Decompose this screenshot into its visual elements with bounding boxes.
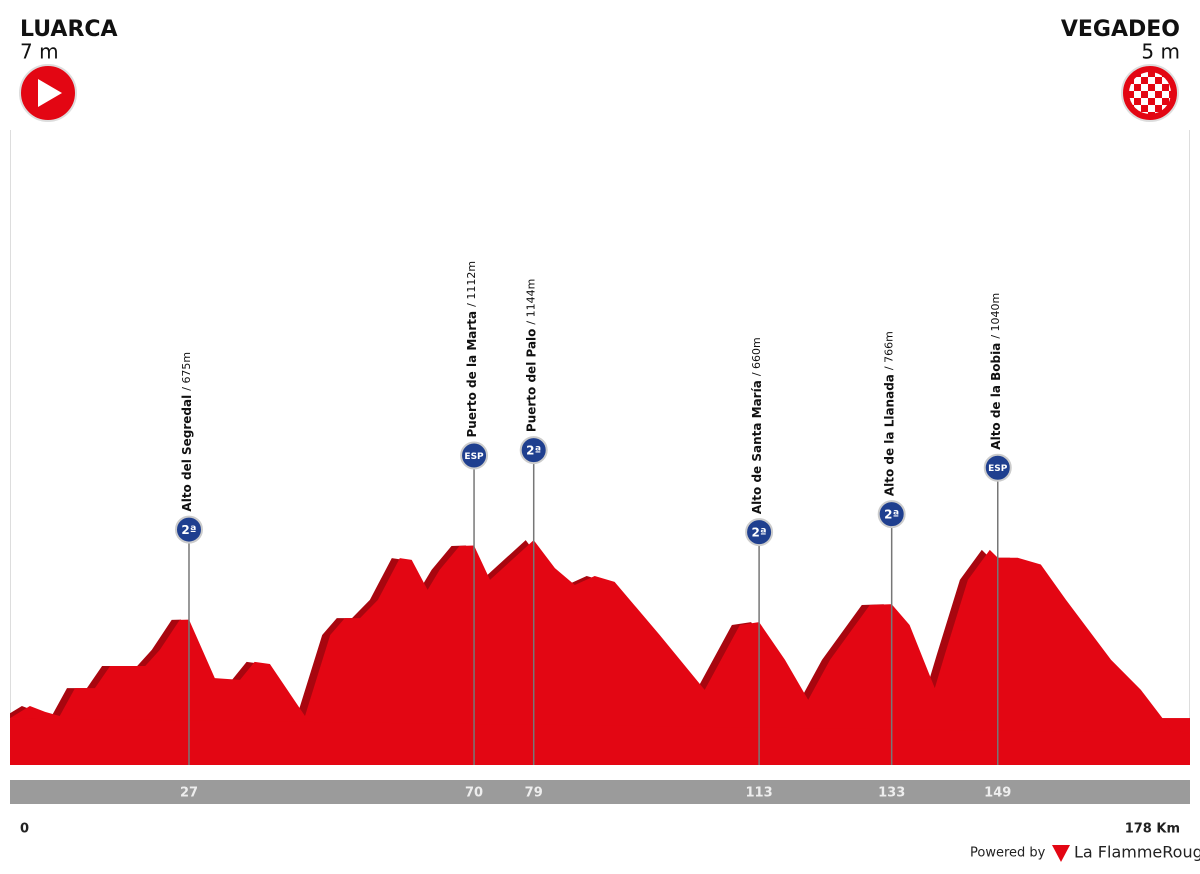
x-tick-label: 0 [20,822,29,837]
start-altitude: 7 m [20,40,59,64]
climb-name: Alto de la Llanada [882,374,896,496]
climb-name: Alto de la Bobia [988,343,1002,450]
km-label: 79 [525,786,543,801]
km-label: 113 [746,786,773,801]
km-bar [10,780,1190,804]
climb-name: Puerto del Palo [524,329,538,433]
x-tick-label: 178 Km [1125,822,1180,837]
climb-category: ESP [464,452,484,462]
climb-category: ESP [988,464,1008,474]
climb-elevation: / 766m [883,331,896,370]
km-label: 27 [180,786,198,801]
climb-elevation: / 1144m [525,279,538,325]
climb-label: Puerto de la Marta / 1112m [465,261,479,438]
climb-elevation: / 660m [750,337,763,376]
powered-by: Powered by [970,846,1046,861]
brand: La FlammeRouge [1074,843,1200,862]
climb-elevation: / 1040m [989,293,1002,339]
km-label: 70 [465,786,483,801]
climb-name: Puerto de la Marta [465,311,479,438]
km-label: 149 [984,786,1011,801]
start-icon [19,64,77,122]
climb-category: 2ª [526,444,541,458]
climb-icon [745,518,774,547]
profile-area [10,540,1190,734]
climb-category: 2ª [884,508,899,522]
finish-name: VEGADEO [1061,17,1180,42]
climb-name: Alto del Segredal [179,395,193,512]
start-name: LUARCA [20,17,118,42]
climb-icon [519,436,548,465]
km-label: 133 [878,786,905,801]
finish-altitude: 5 m [1141,40,1180,64]
climb-category: 2ª [752,526,767,540]
climb-name: Alto de Santa María [750,380,764,514]
climb-label: Alto de Santa María / 660m [750,337,764,514]
plot: 0 178 Km 2ª Alto del Segredal / 675m 27 ESP Pue… [0,135,1190,837]
climb-label: Alto del Segredal / 675m [179,352,193,512]
brand-logo [1052,845,1070,862]
climb-icon [877,500,906,529]
climb-icon [983,453,1012,482]
climb-label: Alto de la Bobia / 1040m [988,293,1002,450]
climb-icon [174,515,203,544]
climb-elevation: / 1112m [465,261,478,307]
climb-category: 2ª [181,523,196,537]
climb-label: Puerto del Palo / 1144m [524,279,538,432]
finish-icon [1121,64,1179,122]
left-mask [0,135,10,765]
climb-icon [460,441,489,470]
climb-label: Alto de la Llanada / 766m [882,331,896,496]
climb-elevation: / 675m [180,352,193,391]
